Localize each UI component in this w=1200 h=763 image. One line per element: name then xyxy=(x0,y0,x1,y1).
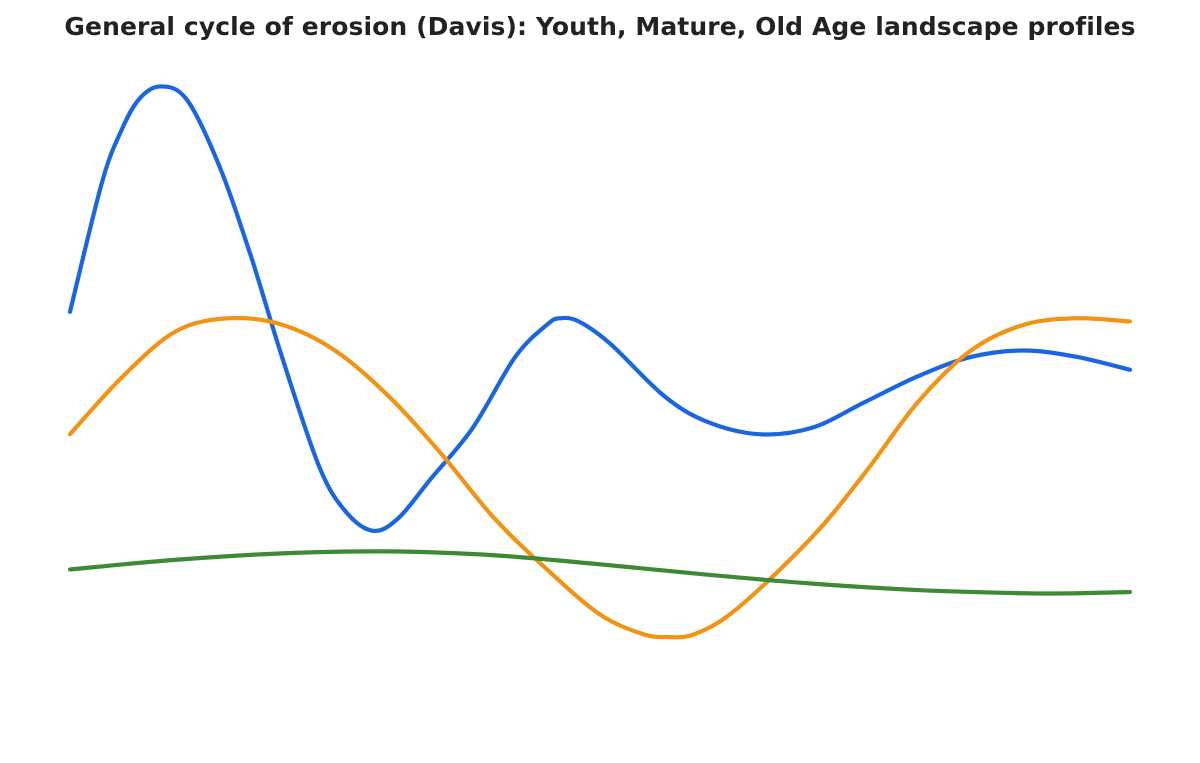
series-line-2 xyxy=(67,315,1133,640)
chart-title: General cycle of erosion (Davis): Youth,… xyxy=(64,12,1136,41)
series-line-1 xyxy=(67,84,1133,534)
series-line-3 xyxy=(67,549,1133,596)
series-layer xyxy=(67,84,1133,640)
